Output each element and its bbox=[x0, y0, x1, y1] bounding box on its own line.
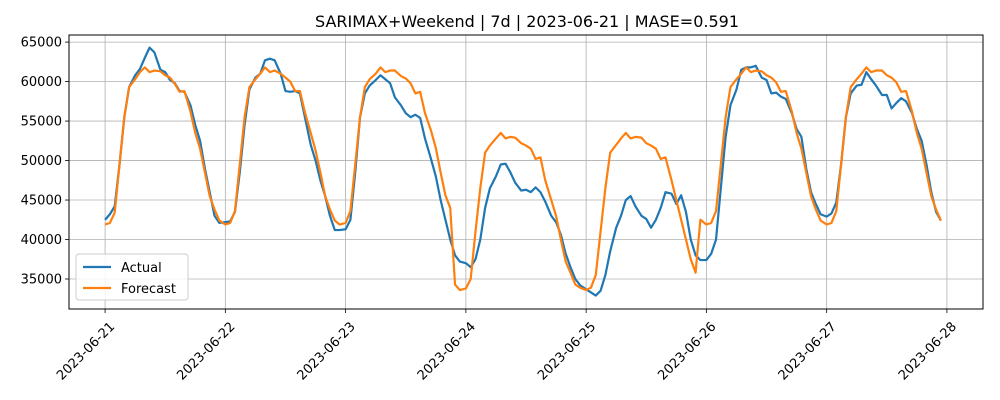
y-tick-label: 50000 bbox=[21, 154, 62, 169]
series-line-forecast bbox=[104, 66, 942, 292]
series-layer bbox=[104, 46, 942, 297]
grid bbox=[69, 35, 983, 309]
y-tick-label: 55000 bbox=[21, 115, 62, 130]
y-tick-label: 65000 bbox=[21, 36, 62, 51]
y-axis: 35000 40000 45000 50000 55000 60000 65000 bbox=[21, 36, 69, 287]
y-tick-label: 60000 bbox=[21, 75, 62, 90]
y-tick-label: 35000 bbox=[21, 272, 62, 287]
y-tick-label: 45000 bbox=[21, 194, 62, 209]
legend-label-forecast: Forecast bbox=[121, 282, 176, 297]
chart-title: SARIMAX+Weekend | 7d | 2023-06-21 | MASE… bbox=[315, 12, 739, 31]
plot-frame bbox=[68, 34, 984, 310]
legend-label-actual: Actual bbox=[121, 261, 162, 276]
y-tick-label: 40000 bbox=[21, 233, 62, 248]
legend: Actual Forecast bbox=[75, 253, 189, 301]
